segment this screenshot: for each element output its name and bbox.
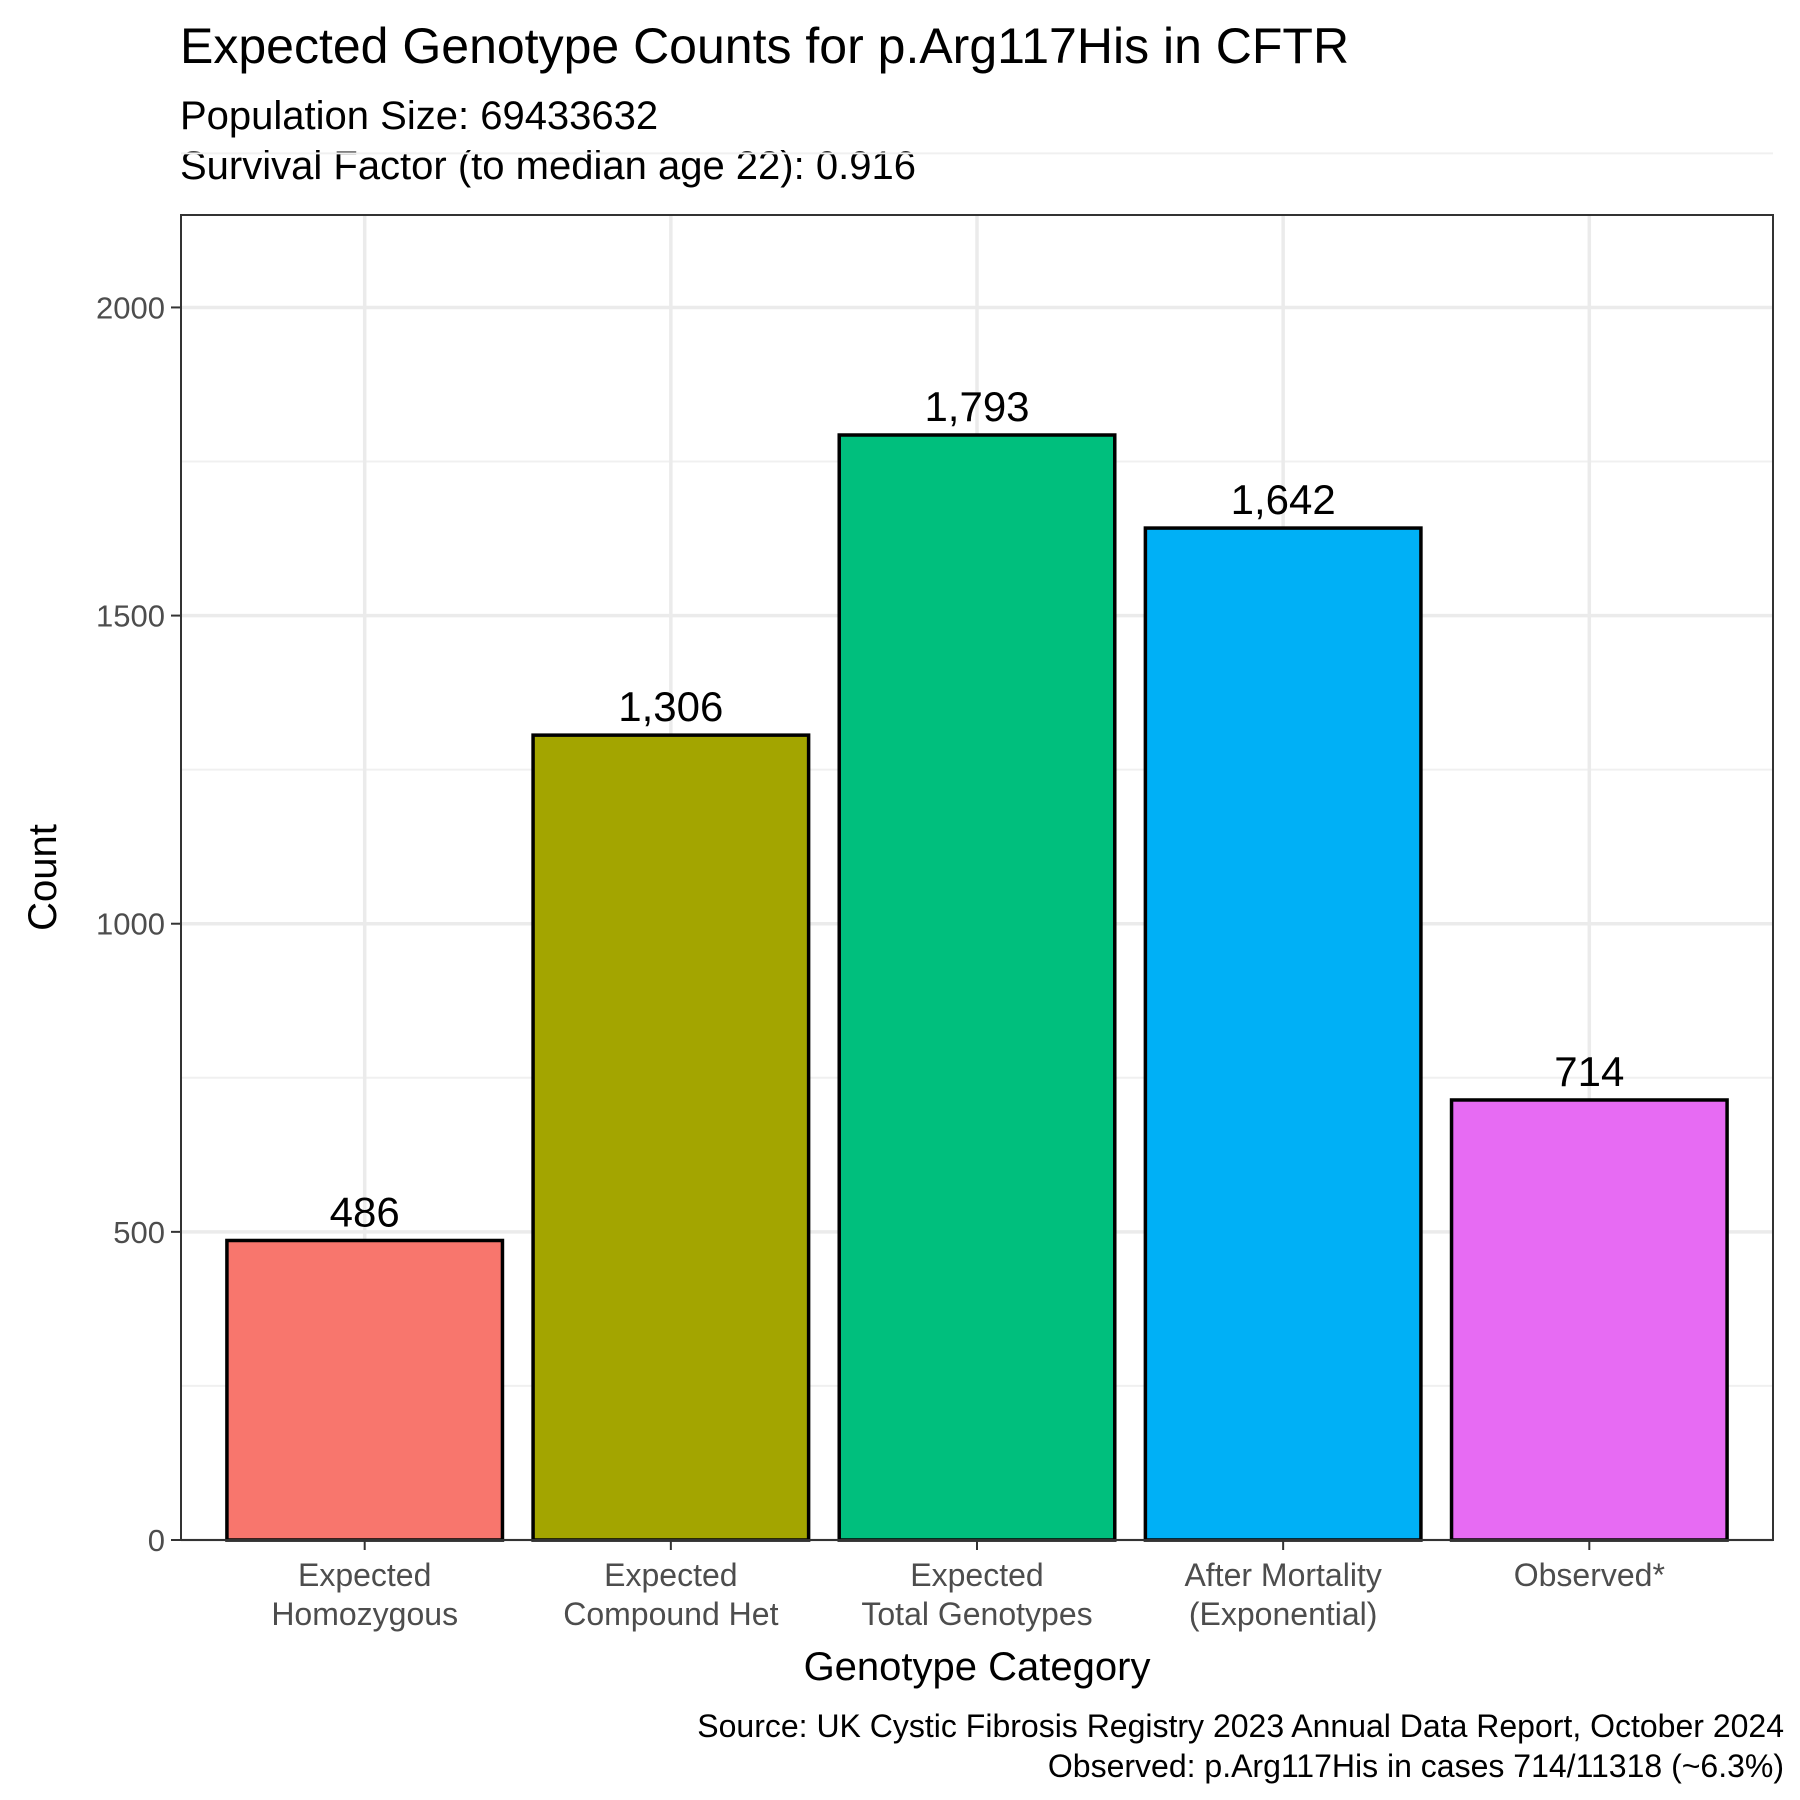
bar-value-label: 1,642 — [1231, 476, 1336, 523]
y-tick-label: 1500 — [96, 599, 165, 634]
chart-subtitle-survival: Survival Factor (to median age 22): 0.91… — [180, 144, 916, 188]
bar — [837, 433, 1117, 1542]
y-axis-title: Count — [21, 824, 65, 931]
x-tick-label: Expected Compound Het — [563, 1557, 778, 1632]
x-tick-label: Expected Homozygous — [271, 1557, 458, 1632]
x-tick-label: Observed* — [1514, 1557, 1665, 1593]
x-tick-label: After Mortality (Exponential) — [1184, 1557, 1381, 1632]
bar-value-label: 1,793 — [924, 383, 1029, 430]
bar-value-label: 1,306 — [618, 683, 723, 730]
y-tick-label: 1000 — [96, 907, 165, 942]
y-tick-label: 2000 — [96, 290, 165, 325]
bar — [531, 733, 811, 1542]
x-tick-label: Expected Total Genotypes — [861, 1557, 1092, 1632]
chart-title: Expected Genotype Counts for p.Arg117His… — [180, 18, 1350, 74]
bar-value-label: 486 — [330, 1188, 400, 1235]
y-tick-label: 0 — [148, 1523, 165, 1558]
chart-caption-source: Source: UK Cystic Fibrosis Registry 2023… — [697, 1708, 1784, 1744]
chart-subtitle-population: Population Size: 69433632 — [180, 94, 659, 138]
y-tick-label: 500 — [113, 1215, 165, 1250]
bar — [225, 1238, 505, 1542]
chart-caption-observed: Observed: p.Arg117His in cases 714/11318… — [1047, 1748, 1784, 1784]
bar — [1449, 1098, 1729, 1542]
x-axis-title: Genotype Category — [804, 1645, 1151, 1689]
bar-value-label: 714 — [1554, 1048, 1624, 1095]
bar — [1143, 526, 1423, 1542]
